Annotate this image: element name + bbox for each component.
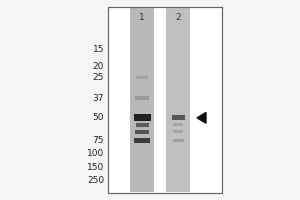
- Bar: [108, 7, 222, 193]
- Bar: [135, 96, 149, 100]
- Text: 15: 15: [92, 45, 104, 54]
- Bar: [130, 8, 154, 192]
- Bar: [166, 8, 190, 192]
- Text: 20: 20: [93, 62, 104, 71]
- Bar: [134, 138, 150, 143]
- Text: 250: 250: [87, 176, 104, 185]
- Bar: [172, 115, 184, 120]
- Bar: [173, 130, 183, 133]
- Text: 25: 25: [93, 73, 104, 82]
- Bar: [173, 123, 183, 126]
- Text: 1: 1: [139, 13, 145, 22]
- Bar: [108, 7, 222, 193]
- Text: 75: 75: [92, 136, 104, 145]
- Text: 37: 37: [92, 94, 104, 103]
- Polygon shape: [197, 112, 206, 123]
- Text: 100: 100: [87, 149, 104, 158]
- Bar: [172, 139, 184, 142]
- Text: 150: 150: [87, 163, 104, 172]
- Bar: [136, 76, 148, 79]
- Text: 50: 50: [92, 113, 104, 122]
- Bar: [135, 130, 149, 134]
- Bar: [136, 123, 148, 127]
- Text: 2: 2: [175, 13, 181, 22]
- Bar: [134, 114, 151, 121]
